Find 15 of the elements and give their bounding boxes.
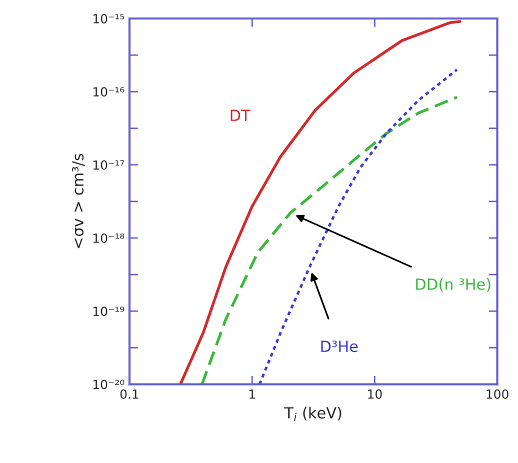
- y-tick-label: 10⁻¹⁵: [93, 14, 124, 24]
- x-tick-label: 100: [486, 389, 508, 399]
- y-tick-label: 10⁻¹⁸: [93, 233, 124, 243]
- x-axis-title: T$_{i}$ (keV): [284, 406, 342, 421]
- x-tick-label: 0.1: [120, 389, 138, 399]
- y-tick-label: 10⁻²⁰: [93, 380, 124, 390]
- text: DD(n ³He): [416, 278, 490, 292]
- text: D³He: [321, 340, 358, 352]
- y-axis-title: <σv > cm³/s: [72, 154, 85, 248]
- text: DT: [230, 110, 250, 121]
- y-tick-label: 10⁻¹⁶: [93, 87, 124, 97]
- y-tick-label: 10⁻¹⁷: [93, 160, 124, 170]
- x-tick-label: 10: [368, 389, 382, 399]
- x-tick-label: 1: [249, 390, 255, 399]
- y-tick-label: 10⁻¹⁹: [93, 306, 124, 316]
